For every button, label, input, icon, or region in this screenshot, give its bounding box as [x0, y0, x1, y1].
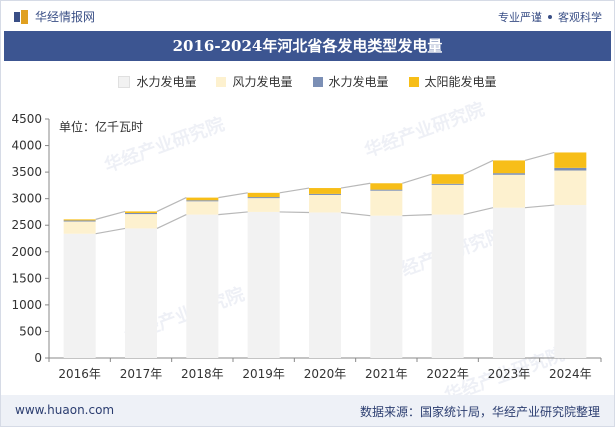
- bar-segment: [431, 214, 464, 358]
- bar-segment: [125, 213, 157, 215]
- tagline: 专业严谨 客观科学: [498, 9, 602, 25]
- bar-segment: [554, 205, 587, 358]
- bar-segment: [370, 190, 403, 216]
- legend-item-thermal: 水力发电量: [312, 73, 389, 90]
- bar-segment: [247, 211, 280, 358]
- bar-segment: [247, 198, 280, 212]
- bar-segment: [431, 184, 464, 215]
- bar-segment: [431, 183, 464, 185]
- brand-logo-icon: [14, 9, 28, 24]
- y-tick-label: 3500: [11, 165, 42, 179]
- x-tick-label: 2020年: [304, 367, 347, 381]
- bar-segment: [309, 188, 341, 194]
- bar-segment: [63, 220, 96, 222]
- bar-segment: [309, 194, 341, 213]
- total-trend-line: [95, 151, 555, 220]
- x-tick-label: 2023年: [488, 367, 531, 381]
- bar-segment: [247, 197, 280, 199]
- footer-website: www.huaon.com: [15, 403, 115, 417]
- bar-segment: [493, 207, 525, 358]
- bar-segment: [186, 201, 219, 215]
- bar-segment: [63, 233, 96, 358]
- x-tick-label: 2017年: [120, 367, 163, 381]
- bar-segment: [125, 228, 157, 358]
- y-tick-label: 1000: [11, 298, 42, 312]
- bar-segment: [186, 197, 219, 201]
- y-tick-label: 0: [34, 351, 42, 365]
- bar-segment: [554, 170, 587, 206]
- bar-segment: [554, 167, 587, 171]
- legend-label-solar: 太阳能发电量: [424, 75, 497, 89]
- x-tick-label: 2016年: [58, 367, 101, 381]
- y-tick-label: 4500: [11, 112, 42, 126]
- y-tick-label: 3000: [11, 192, 42, 206]
- bar-segment: [493, 160, 525, 174]
- chart-title: 2016-2024年河北省各发电类型发电量: [172, 37, 443, 55]
- legend-swatch-thermal: [312, 76, 323, 87]
- bar-segment: [125, 214, 157, 229]
- tagline-second: 客观科学: [558, 11, 602, 24]
- bar-segment: [554, 152, 587, 168]
- bar-segment: [370, 183, 403, 190]
- y-tick-label: 2000: [11, 245, 42, 259]
- bar-segment: [370, 189, 403, 191]
- x-tick-label: 2021年: [365, 367, 408, 381]
- legend-item-solar: 太阳能发电量: [408, 73, 497, 90]
- unit-label: 单位：亿千瓦时: [59, 120, 144, 134]
- legend-item-hydro: 水力发电量: [118, 73, 196, 90]
- legend-label-hydro: 水力发电量: [136, 75, 197, 89]
- y-tick-label: 2500: [11, 218, 42, 232]
- bar-segment: [431, 174, 464, 184]
- bar-segment: [493, 173, 525, 175]
- bar-segment: [493, 174, 525, 208]
- tagline-first: 专业严谨: [498, 11, 542, 24]
- footer-source: 数据来源：国家统计局，华经产业研究院整理: [359, 405, 600, 419]
- tagline-dot-icon: [548, 15, 552, 19]
- y-tick-label: 1500: [11, 271, 42, 285]
- legend-swatch-hydro: [118, 75, 131, 88]
- bar-segment: [370, 215, 403, 358]
- x-tick-label: 2018年: [181, 367, 224, 381]
- bar-segment: [63, 221, 96, 234]
- legend-label-wind: 风力发电量: [232, 75, 293, 89]
- x-tick-label: 2019年: [242, 367, 285, 381]
- x-tick-label: 2024年: [549, 367, 592, 381]
- legend: 水力发电量 风力发电量 水力发电量 太阳能发电量: [1, 73, 614, 90]
- footer: www.huaon.com 数据来源：国家统计局，华经产业研究院整理: [1, 395, 614, 426]
- bar-segment: [63, 219, 96, 221]
- y-tick-label: 500: [19, 324, 42, 338]
- top-bar: 华经情报网 专业严谨 客观科学: [1, 1, 614, 31]
- brand: 华经情报网: [13, 8, 95, 25]
- x-tick-label: 2022年: [426, 367, 469, 381]
- brand-name: 华经情报网: [35, 10, 96, 24]
- title-bar: 2016-2024年河北省各发电类型发电量: [4, 31, 611, 61]
- bar-segment: [125, 211, 157, 214]
- bar-segment: [247, 192, 280, 198]
- bar-segment: [309, 212, 341, 358]
- y-tick-label: 4000: [11, 139, 42, 153]
- bar-segment: [309, 193, 341, 195]
- bar-segment: [186, 200, 219, 202]
- hydro-trend-line: [95, 204, 555, 235]
- legend-label-thermal: 水力发电量: [328, 75, 389, 89]
- legend-item-wind: 风力发电量: [216, 73, 293, 90]
- legend-swatch-solar: [408, 76, 419, 87]
- legend-swatch-wind: [216, 76, 227, 87]
- bar-segment: [186, 214, 219, 358]
